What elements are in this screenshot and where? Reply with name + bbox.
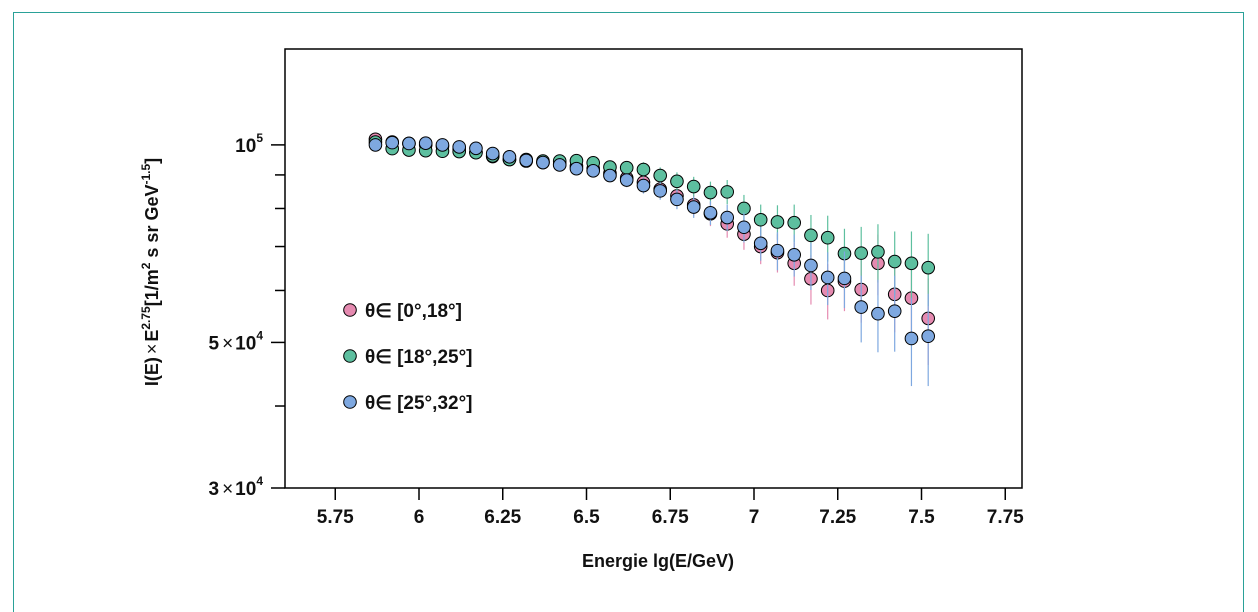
data-point xyxy=(670,174,684,189)
data-point xyxy=(653,168,668,183)
figure-frame xyxy=(13,12,1244,612)
data-point xyxy=(435,138,450,152)
data-point xyxy=(686,200,701,214)
data-point xyxy=(703,205,718,220)
data-point xyxy=(703,185,718,200)
data-point xyxy=(636,162,651,177)
data-point xyxy=(787,247,802,262)
data-point xyxy=(670,192,684,207)
x-tick-label: 5.75 xyxy=(317,507,354,528)
data-point xyxy=(804,258,818,273)
data-point xyxy=(536,155,550,170)
legend-label: θ∈ [0°,18°] xyxy=(365,301,462,322)
legend-label: θ∈ [18°,25°] xyxy=(365,347,473,368)
y-label-e-exp: 2.75 xyxy=(139,306,153,330)
data-point xyxy=(485,146,500,161)
data-point xyxy=(402,136,416,151)
legend-marker xyxy=(343,303,357,317)
x-tick-label: 7.25 xyxy=(819,507,856,528)
data-point xyxy=(887,304,902,318)
data-point xyxy=(720,210,735,225)
data-point xyxy=(619,173,634,187)
data-point xyxy=(770,243,785,258)
data-point xyxy=(636,178,651,193)
x-tick-label: 6.25 xyxy=(484,507,521,528)
data-point xyxy=(603,168,617,183)
series-3 xyxy=(368,135,936,387)
data-point xyxy=(921,260,936,275)
data-point xyxy=(569,161,584,176)
data-point xyxy=(804,228,818,243)
y-label-m-exp: 2 xyxy=(139,262,153,269)
legend-marker xyxy=(343,349,357,363)
legend-item: θ∈ [18°,25°] xyxy=(343,347,473,368)
y-label-b: [1/m xyxy=(142,269,162,306)
data-point xyxy=(904,256,919,271)
x-axis-label: Energie lg(E/GeV) xyxy=(582,551,734,571)
y-axis-label: I(E) × E2.75[1/m2 s sr GeV-1.5] xyxy=(139,158,162,386)
series-1 xyxy=(368,132,936,365)
data-point xyxy=(820,270,835,285)
data-point xyxy=(619,160,634,175)
x-tick-label: 7 xyxy=(749,507,760,528)
data-point xyxy=(871,306,885,321)
legend-marker xyxy=(343,395,357,409)
data-point xyxy=(770,215,785,229)
y-label-a: I(E) xyxy=(142,357,162,386)
data-point xyxy=(469,141,483,156)
data-point xyxy=(502,150,517,164)
data-point xyxy=(753,236,768,251)
data-point xyxy=(686,179,701,194)
data-point xyxy=(753,212,768,227)
x-ticks: 5.75 6 6.25 6.5 6.75 7 7.25 7.5 7.75 xyxy=(317,488,1024,528)
data-point xyxy=(854,246,869,260)
data-point xyxy=(871,245,885,259)
data-point xyxy=(586,164,601,178)
data-point xyxy=(385,135,400,150)
x-tick-label: 6.75 xyxy=(652,507,689,528)
legend: θ∈ [0°,18°] θ∈ [18°,25°] θ∈ [25°,32°] xyxy=(343,301,473,414)
legend-label: θ∈ [25°,32°] xyxy=(365,393,473,414)
data-point xyxy=(653,184,668,198)
data-point xyxy=(820,230,835,245)
data-point xyxy=(720,185,735,199)
y-tick-label: 5 × 104 xyxy=(208,328,263,354)
y-label-e: E xyxy=(142,330,162,342)
data-point xyxy=(837,271,852,286)
data-point xyxy=(519,153,534,168)
y-label-c: s sr GeV xyxy=(142,185,162,263)
series-layer xyxy=(368,132,936,387)
data-point xyxy=(418,136,433,150)
x-tick-label: 7.75 xyxy=(987,507,1024,528)
x-tick-label: 6.5 xyxy=(573,507,600,528)
y-label-d: ] xyxy=(142,158,162,164)
data-point xyxy=(368,138,383,152)
data-point xyxy=(887,254,902,269)
y-label-gev-exp: -1.5 xyxy=(139,164,153,185)
data-point xyxy=(737,220,751,235)
data-point xyxy=(787,215,802,230)
axes-box xyxy=(284,48,1023,489)
data-point xyxy=(452,140,467,154)
data-point xyxy=(921,329,936,344)
x-tick-label: 6 xyxy=(414,507,425,528)
legend-item: θ∈ [0°,18°] xyxy=(343,301,462,322)
legend-item: θ∈ [25°,32°] xyxy=(343,393,473,414)
y-label-times: × xyxy=(142,344,162,355)
data-point xyxy=(552,158,567,172)
data-point xyxy=(854,300,869,314)
x-tick-label: 7.5 xyxy=(908,507,935,528)
y-tick-label: 105 xyxy=(235,131,263,157)
y-tick-label: 3 × 104 xyxy=(208,474,263,500)
plot-area xyxy=(284,48,1023,489)
data-point xyxy=(904,331,919,346)
y-ticks: 105 5 × 104 3 × 104 xyxy=(208,131,285,500)
